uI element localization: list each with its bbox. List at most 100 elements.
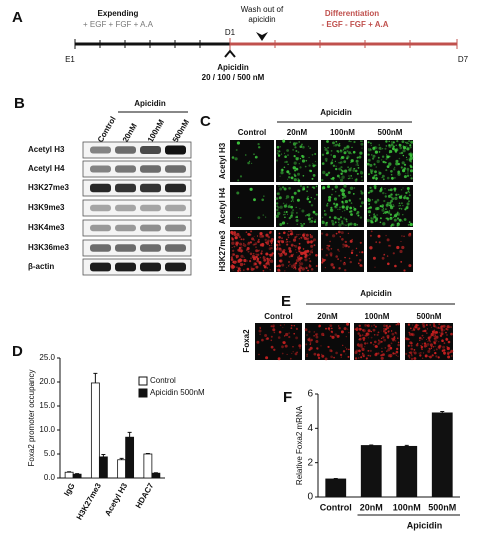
cell-spot <box>253 264 255 266</box>
cell-spot <box>341 222 344 225</box>
row-label: Acetyl H3 <box>28 145 65 154</box>
cell-spot <box>342 246 344 248</box>
cell-spot <box>360 175 363 178</box>
cell-spot <box>330 209 332 211</box>
cell-spot <box>269 257 272 260</box>
cell-spot <box>246 260 249 262</box>
cell-spot <box>421 347 423 349</box>
x-tick-label: 500nM <box>428 502 456 512</box>
cell-spot <box>340 172 343 175</box>
cell-spot <box>346 145 350 149</box>
cell-spot <box>410 151 412 153</box>
cell-spot <box>255 246 257 249</box>
cell-spot <box>401 161 405 165</box>
row-label: Acetyl H4 <box>218 187 227 224</box>
cell-spot <box>238 248 242 253</box>
bar <box>431 412 453 498</box>
cell-spot <box>360 190 362 192</box>
cell-spot <box>314 164 317 167</box>
cell-spot <box>358 357 360 359</box>
cell-spot <box>325 222 328 225</box>
cell-spot <box>239 269 242 272</box>
cell-spot <box>332 234 336 238</box>
cell-spot <box>330 154 332 156</box>
cell-spot <box>282 326 284 328</box>
cell-spot <box>394 331 397 334</box>
cell-spot <box>388 325 391 328</box>
cell-spot <box>403 167 407 170</box>
cell-spot <box>334 160 336 162</box>
cell-spot <box>447 340 451 344</box>
cell-spot <box>255 255 258 259</box>
y-tick-label: 25.0 <box>39 353 55 362</box>
cell-spot <box>340 161 343 164</box>
cell-spot <box>285 238 288 241</box>
cell-spot <box>437 345 441 349</box>
cell-spot <box>432 346 435 348</box>
cell-spot <box>309 264 311 266</box>
cell-spot <box>302 248 305 250</box>
cell-spot <box>367 148 371 152</box>
cell-spot <box>300 236 303 239</box>
cell-spot <box>364 342 367 345</box>
cell-spot <box>391 223 394 226</box>
cell-spot <box>336 174 340 178</box>
cell-spot <box>433 349 435 351</box>
cell-spot <box>358 349 361 352</box>
cell-spot <box>397 213 399 215</box>
micrograph <box>305 323 350 360</box>
cell-spot <box>330 349 333 353</box>
cell-spot <box>297 172 300 176</box>
cell-spot <box>426 328 428 330</box>
cell-spot <box>335 191 337 193</box>
cell-spot <box>387 262 390 266</box>
cell-spot <box>382 222 386 226</box>
cell-spot <box>256 257 259 260</box>
cell-spot <box>388 189 390 191</box>
cell-spot <box>260 232 263 235</box>
panel-letter: C <box>200 113 211 130</box>
cell-spot <box>253 235 255 237</box>
cell-spot <box>406 197 410 200</box>
cell-spot <box>389 346 393 350</box>
cell-spot <box>346 155 350 159</box>
cell-spot <box>346 220 348 223</box>
cell-spot <box>420 345 422 347</box>
cell-spot <box>434 334 436 336</box>
cell-spot <box>395 354 398 356</box>
cell-spot <box>339 143 341 145</box>
cell-spot <box>383 338 387 342</box>
cell-spot <box>310 244 314 248</box>
cell-spot <box>306 249 310 253</box>
cell-spot <box>374 340 377 344</box>
cell-spot <box>313 244 316 247</box>
cell-spot <box>298 264 301 267</box>
cell-spot <box>380 188 382 190</box>
cell-spot <box>368 206 371 209</box>
cell-spot <box>324 223 328 227</box>
cell-spot <box>300 251 304 256</box>
cell-spot <box>387 348 391 352</box>
cell-spot <box>397 170 401 174</box>
cell-spot <box>406 174 410 177</box>
cell-spot <box>253 239 256 242</box>
cell-spot <box>410 347 414 351</box>
cell-spot <box>346 322 350 326</box>
cell-spot <box>442 340 444 343</box>
cell-spot <box>370 144 373 147</box>
cell-spot <box>384 328 388 331</box>
error-bar <box>127 431 132 438</box>
cell-spot <box>279 223 283 226</box>
cell-spot <box>370 230 373 233</box>
cell-spot <box>403 235 405 238</box>
cell-spot <box>312 163 314 165</box>
cell-spot <box>395 350 399 354</box>
cell-spot <box>340 166 343 169</box>
cell-spot <box>290 264 295 268</box>
cell-spot <box>261 250 263 253</box>
error-bar <box>369 444 374 446</box>
cell-spot <box>337 208 339 210</box>
cell-spot <box>328 329 331 332</box>
cell-spot <box>408 143 410 144</box>
cell-spot <box>353 207 357 211</box>
